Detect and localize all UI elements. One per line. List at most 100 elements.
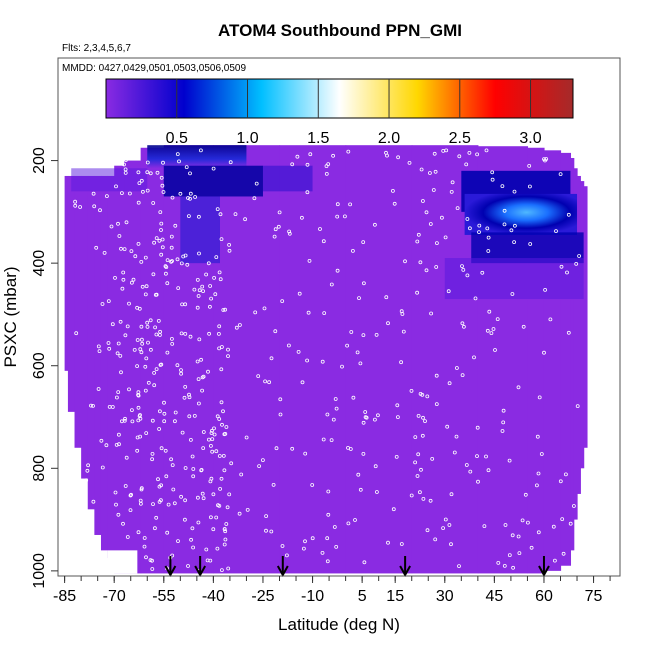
sample-point	[114, 442, 119, 447]
sample-point	[179, 261, 184, 266]
sample-point	[163, 271, 168, 276]
sample-point	[187, 414, 192, 419]
sample-point	[454, 366, 459, 370]
field-column	[124, 160, 142, 574]
sample-point	[263, 379, 268, 384]
sample-point	[373, 464, 378, 469]
sample-point	[290, 446, 295, 451]
sample-point	[164, 265, 169, 270]
sample-point	[217, 270, 222, 275]
sample-point	[114, 184, 118, 189]
sample-point	[225, 505, 230, 510]
sample-point	[384, 295, 389, 300]
sample-point	[144, 284, 149, 289]
sample-point	[332, 525, 337, 529]
sample-point	[457, 564, 461, 568]
sample-point	[346, 521, 351, 526]
sample-point	[172, 419, 177, 424]
sample-point	[245, 507, 250, 512]
sample-point	[434, 265, 439, 269]
sample-point	[574, 261, 579, 266]
sample-point	[198, 148, 203, 153]
sample-point	[94, 245, 99, 250]
sample-point	[233, 212, 238, 217]
sample-point	[199, 357, 204, 362]
sample-point	[129, 249, 134, 254]
sample-point	[346, 445, 350, 450]
sample-point	[136, 405, 141, 410]
sample-point	[116, 341, 121, 346]
sample-point	[571, 562, 576, 567]
sample-point	[423, 419, 427, 424]
x-axis: -85 -70 -55 -40 -25 -10 5 15 30 45 60 75	[53, 576, 611, 605]
sample-point	[182, 517, 187, 522]
sample-point	[217, 324, 222, 329]
sample-point	[221, 409, 225, 414]
sample-point	[345, 343, 350, 348]
sample-point	[390, 188, 395, 193]
sample-point	[212, 432, 217, 437]
sample-point	[187, 395, 192, 400]
sample-point	[170, 341, 175, 346]
sample-point	[331, 153, 336, 158]
sample-point	[443, 517, 448, 522]
sample-point	[117, 234, 122, 238]
sample-point	[399, 542, 404, 546]
sample-point	[143, 364, 148, 369]
sample-point	[452, 450, 457, 455]
sample-point	[565, 270, 569, 275]
sample-point	[139, 487, 144, 492]
sample-point	[204, 547, 209, 552]
x-tick-label: 15	[386, 588, 404, 605]
sample-point	[158, 210, 163, 215]
sample-point	[447, 523, 452, 527]
sample-point	[486, 468, 491, 473]
sample-point	[305, 190, 310, 195]
sample-point	[460, 373, 465, 378]
sample-point	[260, 458, 265, 463]
sample-point	[176, 539, 180, 543]
flight-marker-head	[399, 565, 411, 578]
sample-point	[399, 360, 404, 365]
sample-point	[124, 158, 128, 163]
sample-point	[507, 553, 512, 557]
sample-point	[195, 359, 200, 364]
sample-point	[331, 417, 336, 422]
sample-point	[157, 238, 162, 243]
sample-point	[490, 170, 495, 175]
sample-point	[196, 401, 201, 406]
sample-point	[145, 324, 150, 329]
sample-point	[473, 296, 478, 301]
sample-point	[170, 195, 175, 200]
sample-point	[163, 264, 168, 269]
sample-point	[527, 163, 532, 168]
y-axis-label: PSXC (mbar)	[1, 266, 20, 367]
sample-point	[222, 542, 227, 547]
sample-point	[535, 483, 539, 488]
sample-point	[107, 346, 112, 351]
sample-point	[138, 434, 143, 439]
sample-point	[136, 170, 141, 175]
sample-point	[287, 229, 292, 234]
sample-point	[484, 148, 489, 153]
sample-point	[157, 333, 162, 337]
y-axis: 200 400 600 800 1000	[31, 147, 58, 589]
sample-point	[214, 449, 219, 454]
sample-point	[568, 521, 573, 526]
sample-point	[308, 152, 313, 157]
sample-point	[156, 477, 160, 482]
sample-point	[217, 346, 222, 351]
sample-point	[227, 492, 232, 497]
sample-point	[464, 162, 469, 167]
sample-point	[74, 331, 79, 336]
x-tick-label: 30	[436, 588, 454, 605]
sample-point	[500, 429, 505, 433]
x-tick-label: -40	[202, 588, 225, 605]
sample-point	[148, 318, 153, 323]
sample-point	[175, 257, 180, 262]
sample-point	[135, 305, 140, 310]
x-tick-label: 5	[358, 588, 367, 605]
sample-point	[467, 226, 472, 231]
sample-point	[143, 388, 148, 393]
